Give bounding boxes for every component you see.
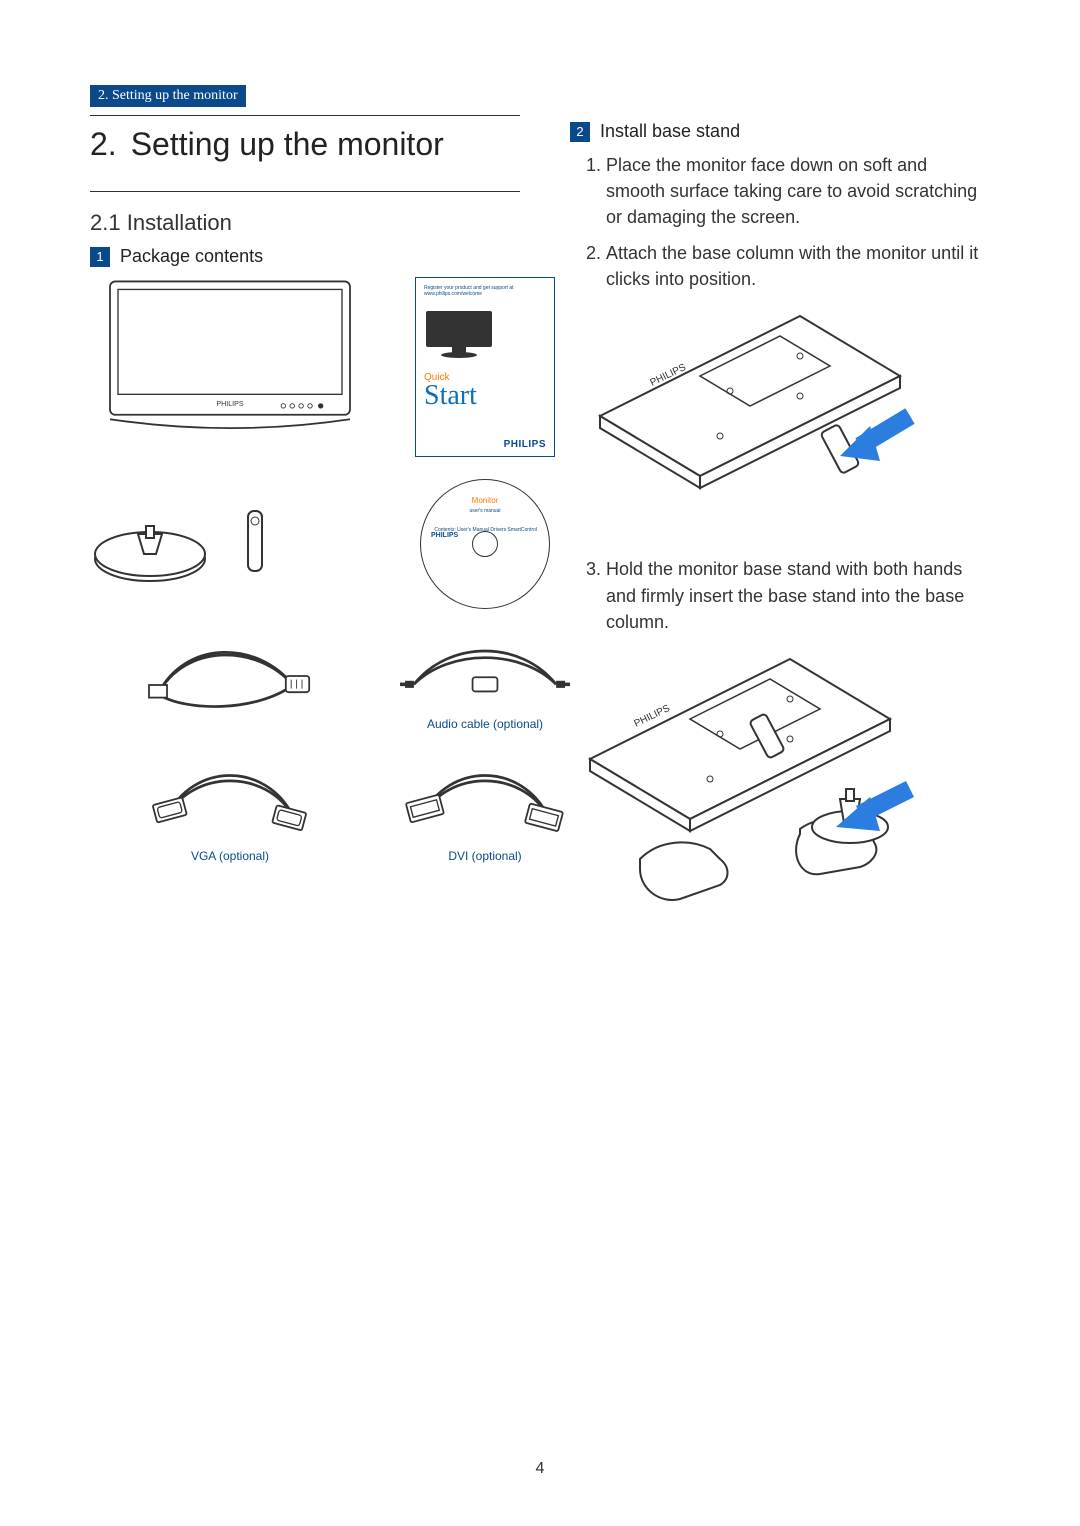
quickstart-brand: PHILIPS — [504, 439, 546, 450]
step-3: Hold the monitor base stand with both ha… — [606, 556, 990, 634]
chapter-number: 2. — [90, 126, 117, 163]
badge-2: 2 — [570, 122, 590, 142]
quickstart-label-2: Start — [424, 383, 546, 408]
section-1-title: Package contents — [120, 246, 263, 267]
dvi-cable-icon: DVI (optional) — [400, 753, 570, 863]
subsection-title: 2.1 Installation — [90, 210, 520, 236]
step-1: Place the monitor face down on soft and … — [606, 152, 990, 230]
section-2-header: 2 Install base stand — [570, 121, 990, 142]
package-grid: PHILIPS Register your product and get su… — [90, 277, 520, 863]
vga-caption: VGA (optional) — [191, 849, 269, 863]
chapter-text: Setting up the monitor — [131, 126, 444, 163]
subsection-number: 2.1 — [90, 210, 121, 235]
dvi-caption: DVI (optional) — [448, 849, 521, 863]
power-cable-icon — [90, 631, 370, 731]
header-tag: 2. Setting up the monitor — [90, 85, 246, 107]
steps-list: Place the monitor face down on soft and … — [570, 152, 990, 292]
quickstart-card: Register your product and get support at… — [400, 277, 570, 457]
svg-text:PHILIPS: PHILIPS — [216, 400, 244, 408]
document-page: 2. Setting up the monitor 2. Setting up … — [0, 0, 1080, 999]
chapter-title: 2. Setting up the monitor — [90, 126, 520, 163]
divider — [90, 191, 520, 192]
base-parts-icon — [90, 479, 370, 609]
page-number: 4 — [0, 1460, 1080, 1478]
cd-title: Monitor user's manual — [421, 496, 549, 514]
section-2-title: Install base stand — [600, 121, 740, 142]
cd-contents: Contents: User's Manual Drivers SmartCon… — [434, 528, 537, 534]
monitor-icon: PHILIPS — [90, 277, 370, 457]
left-column: 2. Setting up the monitor 2. Setting up … — [90, 85, 520, 959]
audio-cable-icon: Audio cable (optional) — [400, 631, 570, 731]
divider — [90, 115, 520, 116]
right-column: 2 Install base stand Place the monitor f… — [570, 85, 990, 959]
vga-cable-icon: VGA (optional) — [90, 753, 370, 863]
diagram-insert-base: PHILIPS — [570, 649, 930, 929]
arrow-icon — [840, 416, 910, 461]
quickstart-top: Register your product and get support at… — [424, 286, 546, 297]
diagram-attach-column: PHILIPS — [570, 306, 930, 526]
subsection-text: Installation — [127, 210, 232, 235]
badge-1: 1 — [90, 247, 110, 267]
steps-list-2: Hold the monitor base stand with both ha… — [570, 556, 990, 634]
section-1-header: 1 Package contents — [90, 246, 520, 267]
cd-icon: Monitor user's manual PHILIPS Contents: … — [400, 479, 570, 609]
step-2: Attach the base column with the monitor … — [606, 240, 990, 292]
audio-caption: Audio cable (optional) — [427, 717, 543, 731]
